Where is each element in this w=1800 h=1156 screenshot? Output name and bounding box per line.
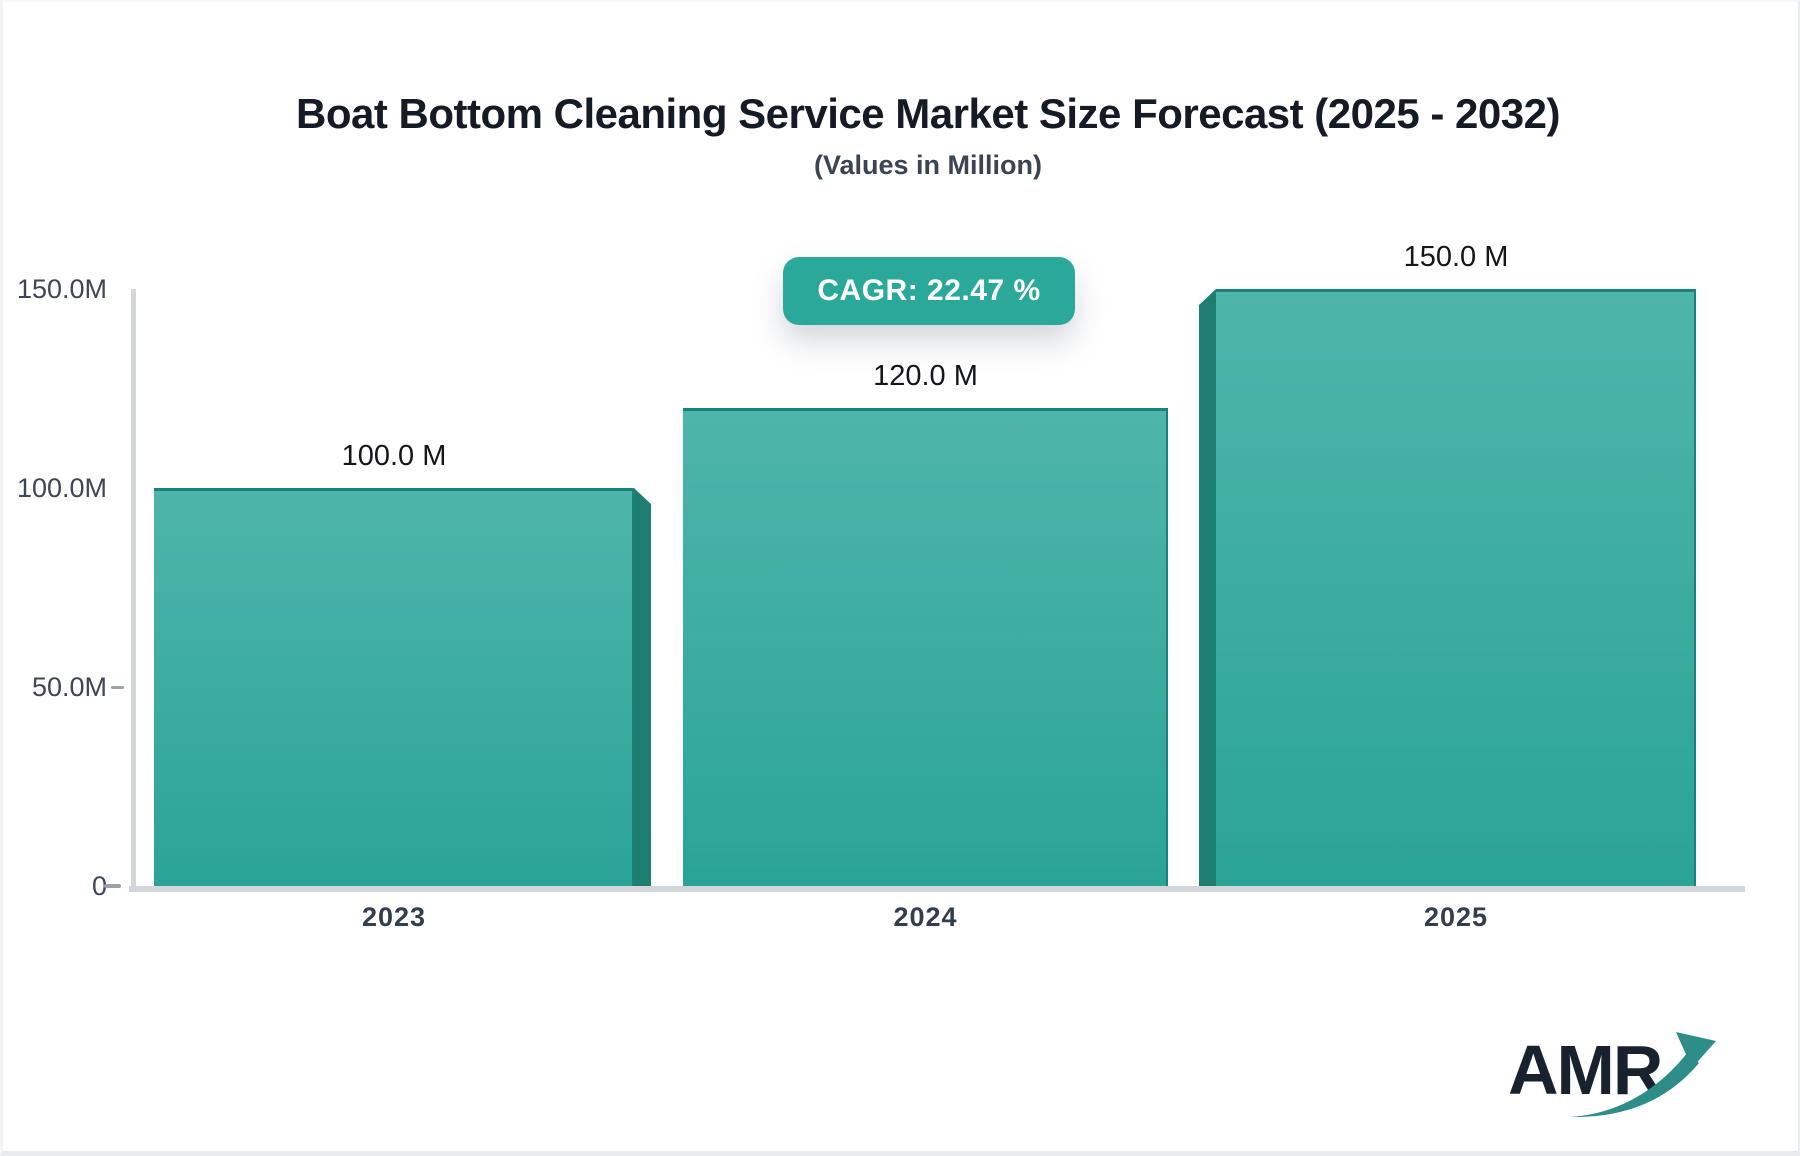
cagr-badge: CAGR: 22.47 % [783,257,1075,325]
chart-title: Boat Bottom Cleaning Service Market Size… [296,90,1560,137]
bar-value-label: 150.0 M [1403,241,1509,273]
y-axis-tick-mark [111,686,124,689]
logo-arrow-head-icon [1676,1032,1716,1068]
y-axis-tick-label: 50.0M [31,672,107,702]
logo-arrow-swoosh-icon [1570,1052,1699,1118]
y-axis-tick-label: 150.0M [16,274,107,304]
bar-2024 [683,408,1168,886]
chart-header: Boat Bottom Cleaning Service Market Size… [53,90,1798,181]
y-axis-line [131,289,136,886]
chart-subtitle: (Values in Million) [813,150,1043,180]
y-axis-tick-label: 100.0M [16,473,107,503]
y-axis-tick-label: 0 [91,871,107,901]
y-axis-tick-mark [104,884,121,888]
bar-3d-side [634,488,651,886]
cagr-badge-label: CAGR: 22.47 % [817,274,1041,307]
bar-2023 [154,488,634,886]
bar-value-label: 100.0 M [341,440,447,472]
x-axis-label: 2023 [361,902,427,932]
amr-logo: AMR [1508,1031,1716,1118]
x-axis-label: 2024 [893,902,958,932]
x-axis-line [129,886,1745,892]
plot-area: 150.0M 100.0M 50.0M 0 100.0 M 2023 120.0 M… [3,2,1798,1151]
bar-value-label: 120.0 M [873,360,978,392]
x-axis-label: 2025 [1423,902,1489,932]
bar-2025 [1216,289,1696,886]
bar-3d-side [1199,289,1216,886]
